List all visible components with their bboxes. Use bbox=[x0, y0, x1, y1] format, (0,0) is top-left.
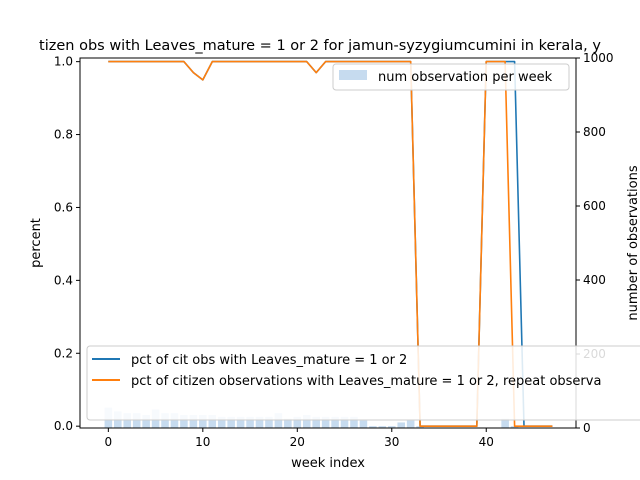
bars-layer bbox=[104, 407, 519, 428]
bar-8 bbox=[180, 415, 188, 428]
bar-2 bbox=[123, 413, 132, 428]
y-tick-label-0.4: 0.4 bbox=[54, 273, 73, 287]
bar-15 bbox=[246, 416, 254, 428]
y2-tick-label-400: 400 bbox=[583, 273, 606, 287]
bar-12 bbox=[217, 416, 226, 428]
bar-3 bbox=[132, 413, 141, 428]
bar-4 bbox=[142, 415, 150, 428]
bar-10 bbox=[199, 415, 207, 428]
x-tick-label-0: 0 bbox=[105, 435, 113, 449]
y2-axis-label: number of observations bbox=[626, 165, 640, 320]
bar-27 bbox=[359, 420, 368, 428]
chart-title: tizen obs with Leaves_mature = 1 or 2 fo… bbox=[39, 38, 601, 54]
bar-11 bbox=[208, 415, 217, 428]
bar-32 bbox=[406, 420, 415, 428]
bar-13 bbox=[227, 416, 235, 428]
legend-line-1-label: pct of cit obs with Leaves_mature = 1 or… bbox=[131, 353, 407, 368]
bar-22 bbox=[312, 416, 320, 428]
bar-42 bbox=[501, 418, 509, 428]
y-tick-label-0.8: 0.8 bbox=[54, 128, 73, 142]
x-tick-label-30: 30 bbox=[384, 435, 399, 449]
bar-21 bbox=[302, 415, 311, 428]
bar-43 bbox=[510, 426, 519, 428]
bar-6 bbox=[161, 413, 169, 428]
legend-bars: num observation per week bbox=[332, 63, 570, 91]
bar-16 bbox=[255, 416, 264, 428]
y2-tick-label-800: 800 bbox=[583, 125, 606, 139]
legend-lines: pct of cit obs with Leaves_mature = 1 or… bbox=[86, 345, 640, 421]
x-axis: 0 10 20 30 40 bbox=[105, 428, 494, 449]
y-tick-label-0.2: 0.2 bbox=[54, 346, 73, 360]
bar-26 bbox=[350, 416, 358, 428]
y-tick-label-0: 0.0 bbox=[54, 419, 73, 433]
y-axis-label: percent bbox=[29, 218, 44, 268]
bar-23 bbox=[321, 416, 330, 428]
bar-14 bbox=[236, 416, 245, 428]
bar-31 bbox=[397, 422, 405, 428]
legend-lines-box bbox=[86, 345, 640, 421]
bar-28 bbox=[369, 426, 377, 428]
y-tick-label-1: 1.0 bbox=[54, 55, 73, 69]
y2-tick-label-1000: 1000 bbox=[583, 51, 614, 65]
bar-7 bbox=[170, 413, 179, 428]
bar-24 bbox=[331, 416, 339, 428]
bar-19 bbox=[284, 418, 292, 428]
y-tick-label-0.6: 0.6 bbox=[54, 200, 73, 214]
bar-25 bbox=[340, 416, 349, 428]
x-tick-label-40: 40 bbox=[479, 435, 494, 449]
x-tick-label-20: 20 bbox=[290, 435, 305, 449]
legend-line-2-label: pct of citizen observations with Leaves_… bbox=[131, 374, 601, 389]
x-axis-label: week index bbox=[291, 456, 365, 471]
bar-33 bbox=[416, 426, 424, 428]
bar-18 bbox=[274, 413, 283, 428]
y-axis-left: 0.0 0.2 0.4 0.6 0.8 1.0 bbox=[54, 55, 80, 433]
x-tick-label-10: 10 bbox=[195, 435, 210, 449]
bar-29 bbox=[378, 426, 387, 428]
bar-30 bbox=[387, 426, 396, 428]
plot-frame bbox=[79, 57, 577, 429]
legend-bars-swatch bbox=[339, 70, 367, 80]
y2-tick-label-600: 600 bbox=[583, 199, 606, 213]
legend-bars-label: num observation per week bbox=[378, 70, 553, 85]
bar-20 bbox=[293, 416, 302, 428]
legend-bars-box bbox=[332, 63, 570, 91]
y2-tick-label-0: 0 bbox=[583, 421, 591, 435]
bar-9 bbox=[189, 415, 198, 428]
bar-17 bbox=[265, 416, 273, 428]
